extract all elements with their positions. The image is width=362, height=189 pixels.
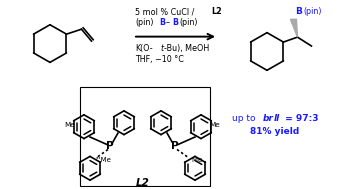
Text: K(O-: K(O- (135, 44, 153, 53)
Text: br: br (263, 114, 274, 123)
Text: B: B (172, 18, 178, 27)
Text: THF, −10 °C: THF, −10 °C (135, 55, 184, 64)
Text: = 97:3: = 97:3 (282, 114, 319, 123)
Text: L2: L2 (135, 178, 150, 188)
Text: Me ,: Me , (192, 157, 207, 163)
Text: ll: ll (274, 114, 280, 123)
Text: (pin): (pin) (303, 7, 322, 16)
Text: P: P (106, 142, 114, 152)
Text: B: B (295, 7, 302, 16)
Text: B: B (159, 18, 165, 27)
Text: Me: Me (210, 122, 220, 128)
Text: 5 mol % CuCl /: 5 mol % CuCl / (135, 7, 197, 16)
Text: –: – (166, 18, 170, 27)
Text: (pin): (pin) (179, 18, 198, 27)
Text: P: P (171, 142, 179, 152)
Text: up to: up to (232, 114, 258, 123)
Text: 81% yield: 81% yield (250, 127, 299, 136)
Text: -Bu), MeOH: -Bu), MeOH (164, 44, 209, 53)
Text: L2: L2 (211, 7, 222, 16)
Text: '''Me: '''Me (95, 157, 111, 163)
Polygon shape (290, 19, 298, 37)
Text: Me: Me (65, 122, 75, 128)
Text: (pin): (pin) (135, 18, 153, 27)
Text: t: t (160, 44, 163, 53)
